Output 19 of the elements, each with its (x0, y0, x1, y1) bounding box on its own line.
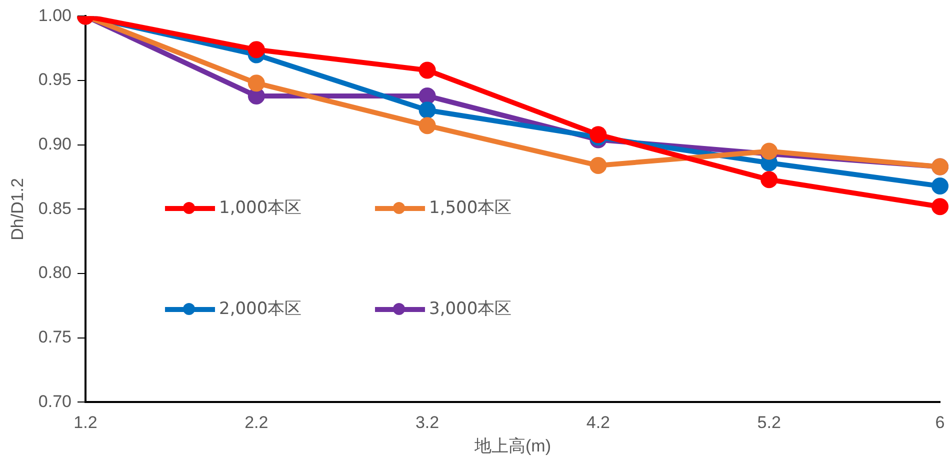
x-tick-label: 5.2 (757, 413, 781, 432)
y-tick-label: 0.70 (38, 392, 72, 411)
legend-label: 3,000本区 (429, 298, 512, 320)
y-tick-label: 0.80 (38, 263, 72, 282)
y-tick-label: 0.90 (38, 134, 72, 154)
legend-label: 1,000本区 (219, 197, 302, 219)
x-tick-label: 3.2 (415, 413, 440, 432)
y-tick-label: 1.00 (38, 6, 72, 25)
y-tick-label: 0.85 (38, 198, 72, 218)
y-tick-label: 0.95 (38, 70, 72, 90)
y-tick-label: 0.75 (38, 328, 72, 347)
legend-label: 2,000本区 (219, 298, 302, 320)
x-tick-label: 1.2 (74, 413, 98, 432)
x-tick-label: 2.2 (244, 413, 268, 432)
x-tick-label: 4.2 (586, 413, 610, 432)
legend-label: 1,500本区 (429, 197, 512, 219)
y-axis-title: Dh/D1.2 (8, 178, 27, 240)
x-axis-title: 地上高(m) (474, 436, 551, 456)
x-tick-label: 6 (935, 413, 945, 432)
